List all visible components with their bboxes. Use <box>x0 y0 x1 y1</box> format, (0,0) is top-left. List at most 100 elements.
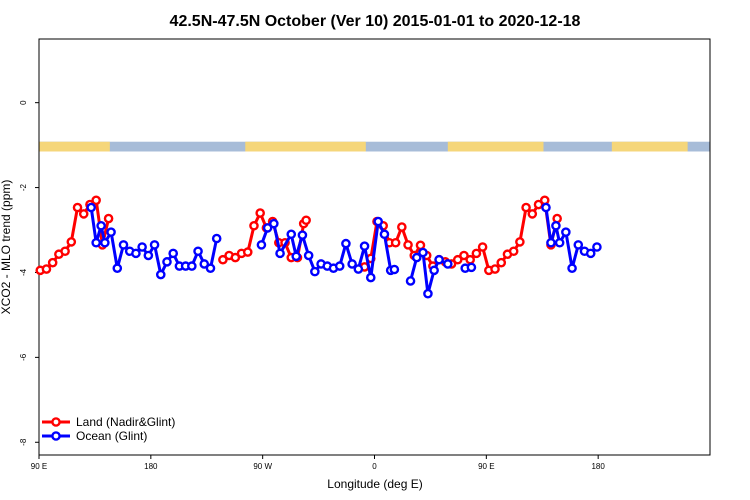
legend-label: Land (Nadir&Glint) <box>76 415 175 429</box>
data-point <box>423 288 433 299</box>
x-tick-label: 180 <box>591 462 605 471</box>
data-point <box>187 261 197 271</box>
data-point <box>334 261 345 271</box>
data-point <box>286 229 297 240</box>
data-point <box>389 264 400 275</box>
data-point <box>459 250 469 261</box>
data-point <box>149 240 160 250</box>
data-point <box>490 264 500 274</box>
data-point <box>561 227 571 237</box>
ocean-strip <box>39 141 710 152</box>
data-point <box>66 237 77 247</box>
data-point <box>585 248 596 259</box>
data-point <box>554 237 565 248</box>
data-point <box>143 250 154 261</box>
data-point <box>359 241 370 251</box>
legend-marker <box>51 431 61 441</box>
y-tick-label: -2 <box>19 183 28 191</box>
data-point <box>78 209 89 219</box>
series-line <box>89 207 219 277</box>
legend-marker <box>51 417 61 427</box>
y-axis-label: XCO2 - MLO trend (ppm) <box>0 180 13 315</box>
data-point <box>465 254 475 265</box>
series-layer <box>35 195 602 299</box>
data-point <box>297 230 308 240</box>
y-axis: 0 -2 -4 -6 -8 <box>19 100 39 446</box>
data-point <box>205 263 216 274</box>
land-strip-segment <box>245 141 366 152</box>
data-point <box>418 247 428 258</box>
data-point <box>255 208 265 218</box>
data-point <box>100 237 110 248</box>
data-point <box>211 233 222 244</box>
series-ocean <box>86 202 602 299</box>
land-strip-segment <box>611 141 688 152</box>
data-point <box>496 257 507 268</box>
data-point <box>452 254 463 265</box>
data-point <box>91 237 101 248</box>
data-point <box>477 242 488 252</box>
data-point <box>249 220 259 231</box>
data-point <box>508 246 519 257</box>
data-point <box>106 227 116 237</box>
data-point <box>168 248 178 259</box>
data-point <box>275 248 285 259</box>
data-point <box>199 259 210 269</box>
data-point <box>118 240 129 250</box>
x-tick-label: 90 W <box>253 462 272 471</box>
x-tick-label: 90 E <box>478 462 494 471</box>
data-point <box>373 216 384 227</box>
data-point <box>365 272 376 283</box>
data-point <box>47 257 58 268</box>
data-point <box>466 262 477 273</box>
data-point <box>112 263 123 274</box>
x-tick-label: 0 <box>372 462 377 471</box>
chart-title: 42.5N-47.5N October (Ver 10) 2015-01-01 … <box>170 13 581 30</box>
data-point <box>193 246 203 257</box>
data-point <box>91 195 101 206</box>
y-tick-label: -8 <box>19 438 28 446</box>
data-point <box>429 265 439 276</box>
y-tick-label: 0 <box>19 100 28 105</box>
data-point <box>341 238 351 249</box>
data-point <box>72 202 83 213</box>
data-point <box>592 242 602 252</box>
data-point <box>41 264 52 274</box>
x-tick-label: 180 <box>144 462 158 471</box>
legend-label: Ocean (Glint) <box>76 429 147 443</box>
data-point <box>551 220 561 231</box>
data-point <box>242 247 253 257</box>
data-point <box>434 254 444 265</box>
data-point <box>96 220 106 231</box>
data-point <box>103 213 114 224</box>
data-point <box>552 213 562 224</box>
data-point <box>218 254 228 265</box>
data-point <box>269 218 279 229</box>
data-point <box>303 250 314 261</box>
data-point <box>390 237 401 248</box>
data-point <box>353 264 364 274</box>
data-point <box>521 202 531 213</box>
data-point <box>527 209 538 219</box>
data-point <box>539 195 550 206</box>
land-strip-segment <box>39 141 110 152</box>
data-point <box>411 252 422 263</box>
data-point <box>137 242 147 252</box>
data-point <box>230 252 241 263</box>
data-point <box>155 269 166 280</box>
data-point <box>310 266 320 277</box>
land-strip-segment <box>447 141 544 152</box>
data-point <box>301 215 311 226</box>
data-point <box>291 251 302 262</box>
data-point <box>533 199 544 210</box>
data-point <box>515 237 525 247</box>
surface-strip <box>39 141 710 152</box>
y-tick-label: -4 <box>19 268 28 276</box>
data-point <box>162 257 172 267</box>
x-tick-label: 90 E <box>31 462 47 471</box>
data-point <box>60 246 70 257</box>
data-point <box>405 276 416 286</box>
data-point <box>567 263 577 274</box>
legend: Land (Nadir&Glint)Ocean (Glint) <box>42 415 175 443</box>
